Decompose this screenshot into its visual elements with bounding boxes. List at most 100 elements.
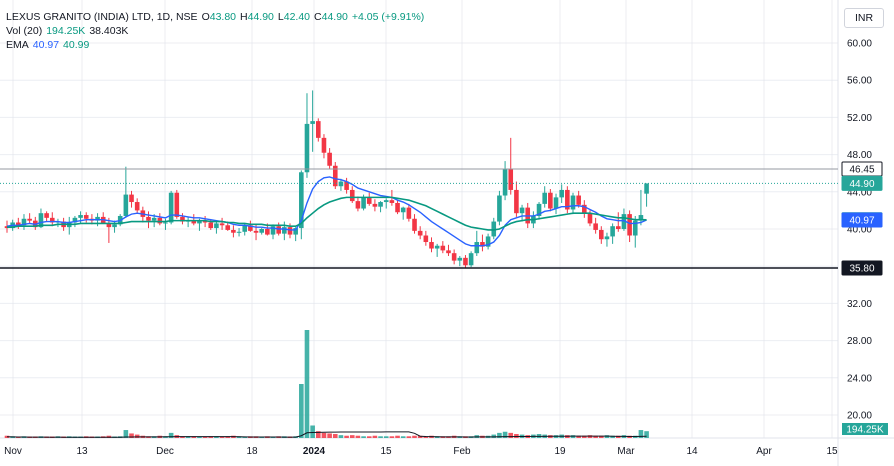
candle-body [134,202,140,211]
price-tick-label: 20.00 [847,411,872,422]
candle [434,243,440,257]
candle-body [559,189,564,198]
volume-bar [304,330,310,438]
candle-body [406,207,412,219]
price-axis[interactable]: 60.0056.0052.0048.0044.0040.0036.0032.00… [847,39,872,422]
price-label-text: 40.97 [849,215,874,226]
candle [49,212,55,227]
price-tick-label: 56.00 [847,76,872,87]
candle-body [321,137,327,153]
close-label: C44.90 [314,11,348,23]
volume-bar [316,431,321,438]
candle-body [129,194,134,203]
candle [174,189,180,219]
candle [440,241,446,254]
candle [400,206,406,220]
candle [627,210,632,243]
candle [615,212,621,232]
price-tick-label: 52.00 [847,113,872,124]
volume-bar [644,431,649,438]
volume-bar [599,435,604,438]
candle [180,213,185,225]
candle [214,221,219,234]
candle-body [265,229,270,235]
volume-ma-value: 38.403K [89,25,129,37]
candle [548,189,553,212]
candle [406,203,412,222]
candle [446,244,451,256]
volume-bar [168,432,174,438]
volume-bar [299,384,304,438]
candle [129,190,134,208]
candle-body [570,195,576,210]
candle-body [423,235,429,243]
time-tick-label: Nov [4,446,22,457]
candle [395,200,400,215]
candle-body [451,253,457,261]
price-tick-label: 28.00 [847,336,872,347]
candle [536,202,542,220]
price-label-text: 44.90 [849,179,874,190]
candle [78,211,83,224]
candle [644,183,649,207]
symbol-title[interactable]: LEXUS GRANITO (INDIA) LTD, 1D, NSE [6,11,198,23]
candle-body [248,225,253,231]
ema-row[interactable]: EMA 40.97 40.99 [6,38,424,52]
candle-body [180,216,185,222]
time-tick-label: 2024 [303,446,326,457]
candle [582,200,587,218]
time-tick-label: 19 [554,446,566,457]
candle-body [542,192,547,204]
candle-body [599,229,604,240]
currency-button[interactable]: INR [844,8,884,28]
candle-body [83,215,89,219]
volume-bar [361,436,366,438]
volume-bar [344,435,349,438]
time-axis[interactable]: Nov 13 Dec 18 2024 15 Feb 19 Mar 14 Apr 15 [4,446,838,457]
volume-label-box [842,423,888,435]
candle-body [163,222,168,224]
volume-bar [593,435,598,438]
candle [565,186,570,214]
candle-body [146,216,151,221]
candle [344,177,349,194]
candle [282,221,287,241]
candle-body [457,257,463,261]
candle [423,230,429,246]
open-label: O43.80 [201,11,237,23]
ema-fast-line [6,176,647,247]
chart-legend: LEXUS GRANITO (INDIA) LTD, 1D, NSE O43.8… [6,10,424,52]
candle [412,214,417,234]
candle [599,226,604,244]
candle-body [349,189,355,202]
candle-body [412,218,417,231]
candle [355,196,361,212]
volume-bar [129,433,134,438]
candle-body [49,217,55,223]
volume-bar [355,435,361,438]
candle-body [395,202,400,213]
volume-row[interactable]: Vol (20) 194.25K 38.403K [6,24,424,38]
candle-body [610,226,615,237]
candle-body [485,236,491,247]
candle-body [259,229,264,233]
candle [502,161,508,201]
candle-body [197,220,202,224]
time-tick-label: 13 [76,446,88,457]
candle [100,212,106,224]
candle [621,208,627,231]
candle-body [644,183,649,194]
price-label-box [841,260,883,276]
volume-bar [514,434,519,438]
candle [332,162,338,190]
price-tick-label: 40.00 [847,225,872,236]
time-tick-label: Apr [756,446,772,457]
time-tick-label: 18 [246,446,258,457]
candle [417,226,423,240]
candle-body [502,169,508,196]
candlesticks[interactable] [4,90,649,269]
candle [27,213,32,224]
candle-body [253,230,259,233]
